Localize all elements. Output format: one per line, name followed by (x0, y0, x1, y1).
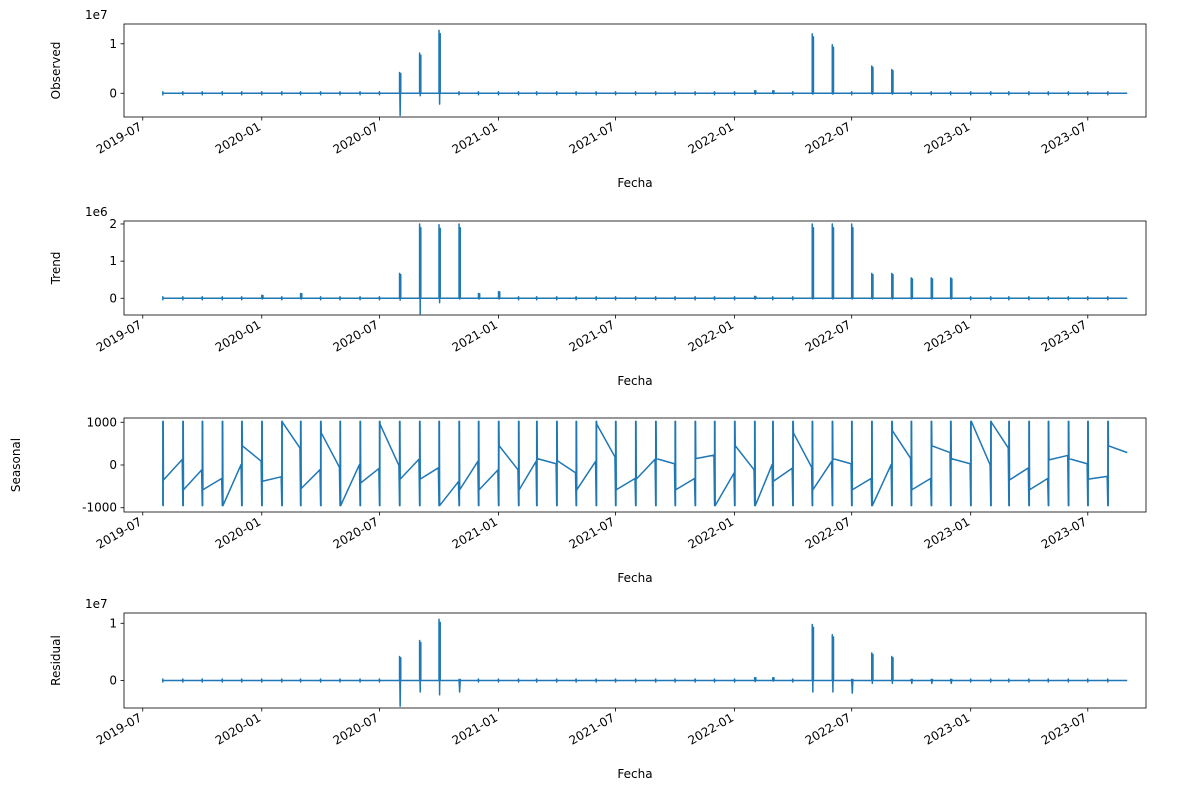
y-tick-label: 1 (109, 254, 117, 268)
x-tick-label: 2021-01 (450, 514, 500, 551)
axes-frame (123, 23, 1147, 118)
x-tick-label: 2020-07 (331, 710, 381, 747)
x-axis-label: Fecha (617, 767, 652, 781)
y-offset-label: 1e7 (85, 597, 108, 611)
x-axis-label: Fecha (617, 176, 652, 190)
x-tick-label: 2021-07 (567, 514, 617, 551)
axes-frame (123, 220, 1147, 316)
y-tick-label: 0 (109, 458, 117, 472)
x-tick-label: 2020-01 (213, 119, 263, 156)
x-tick-label: 2019-07 (94, 317, 144, 354)
series-line-trend (162, 223, 1128, 315)
panel-trend: 0 1 2 2019-07 2020-01 2020-07 2021-01 2021-07 20… (49, 205, 1147, 388)
series-line-observed (162, 29, 1128, 117)
x-tick-label: 2022-01 (686, 119, 736, 156)
y-tick-label: -1000 (82, 501, 117, 515)
x-tick-label: 2022-01 (686, 710, 736, 747)
y-tick-label: 0 (109, 291, 117, 305)
y-axis-label: Seasonal (9, 438, 23, 492)
x-tick-label: 2023-01 (922, 710, 972, 747)
x-tick-label: 2023-07 (1039, 317, 1089, 354)
x-tick-label: 2021-07 (567, 710, 617, 747)
x-tick-label: 2021-01 (450, 317, 500, 354)
x-tick-label: 2021-07 (567, 317, 617, 354)
y-tick-label: 2 (109, 217, 117, 231)
x-tick-label: 2022-01 (686, 514, 736, 551)
x-tick-label: 2022-07 (803, 317, 853, 354)
x-tick-label: 2022-07 (803, 710, 853, 747)
x-tick-label: 2019-07 (94, 710, 144, 747)
y-offset-label: 1e6 (85, 205, 108, 219)
x-tick-label: 2021-07 (567, 119, 617, 156)
y-axis-label: Residual (49, 635, 63, 686)
axes-frame (123, 612, 1147, 709)
x-tick-label: 2020-01 (213, 514, 263, 551)
x-axis-label: Fecha (617, 571, 652, 585)
x-tick-label: 2021-01 (450, 119, 500, 156)
x-tick-label: 2022-07 (803, 119, 853, 156)
y-axis-label: Trend (49, 252, 63, 286)
x-tick-label: 2023-07 (1039, 119, 1089, 156)
x-tick-label: 2023-01 (922, 317, 972, 354)
series-line-seasonal (162, 420, 1128, 507)
series-line-residual (162, 618, 1128, 708)
x-tick-label: 2020-01 (213, 710, 263, 747)
x-tick-label: 2021-01 (450, 710, 500, 747)
x-tick-label: 2020-01 (213, 317, 263, 354)
x-tick-label: 2022-07 (803, 514, 853, 551)
x-tick-label: 2020-07 (331, 317, 381, 354)
x-tick-label: 2023-01 (922, 514, 972, 551)
y-tick-label: 0 (109, 86, 117, 100)
y-tick-label: 0 (109, 674, 117, 688)
x-tick-label: 2022-01 (686, 317, 736, 354)
panel-seasonal: -1000 0 1000 2019-07 2020-01 2020-07 2021-01 20… (9, 415, 1147, 585)
x-tick-label: 2020-07 (331, 514, 381, 551)
x-tick-label: 2019-07 (94, 119, 144, 156)
y-tick-label: 1 (109, 616, 117, 630)
y-axis-label: Observed (49, 42, 63, 100)
x-tick-label: 2020-07 (331, 119, 381, 156)
x-tick-label: 2023-01 (922, 119, 972, 156)
panel-observed: 0 1 2019-07 2020-01 2020-07 2021-01 2021-07 202… (49, 8, 1147, 190)
x-tick-label: 2023-07 (1039, 710, 1089, 747)
y-tick-label: 1000 (86, 415, 117, 429)
panel-residual: 0 1 2019-07 2020-01 2020-07 2021-01 2021-07 202… (49, 597, 1147, 781)
x-axis-label: Fecha (617, 374, 652, 388)
y-tick-label: 1 (109, 37, 117, 51)
x-tick-label: 2019-07 (94, 514, 144, 551)
x-tick-label: 2023-07 (1039, 514, 1089, 551)
y-offset-label: 1e7 (85, 8, 108, 22)
